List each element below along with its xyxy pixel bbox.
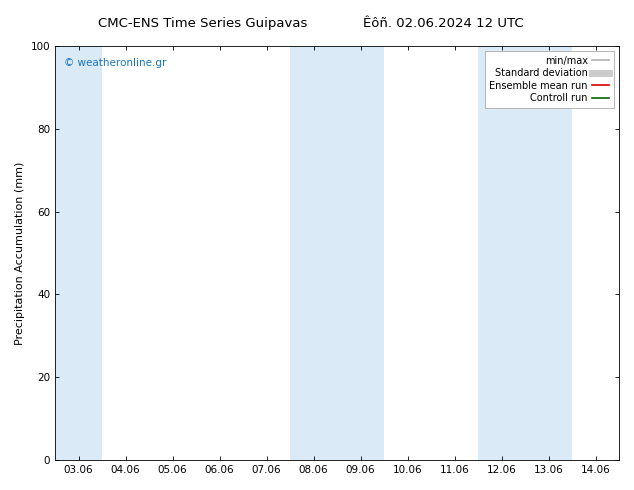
- Text: © weatheronline.gr: © weatheronline.gr: [63, 58, 166, 69]
- Legend: min/max, Standard deviation, Ensemble mean run, Controll run: min/max, Standard deviation, Ensemble me…: [484, 51, 614, 108]
- Text: Êôñ. 02.06.2024 12 UTC: Êôñ. 02.06.2024 12 UTC: [363, 17, 524, 30]
- Text: CMC-ENS Time Series Guipavas: CMC-ENS Time Series Guipavas: [98, 17, 307, 30]
- Bar: [478, 46, 572, 460]
- Bar: [55, 46, 102, 460]
- Bar: [290, 46, 384, 460]
- Y-axis label: Precipitation Accumulation (mm): Precipitation Accumulation (mm): [15, 161, 25, 345]
